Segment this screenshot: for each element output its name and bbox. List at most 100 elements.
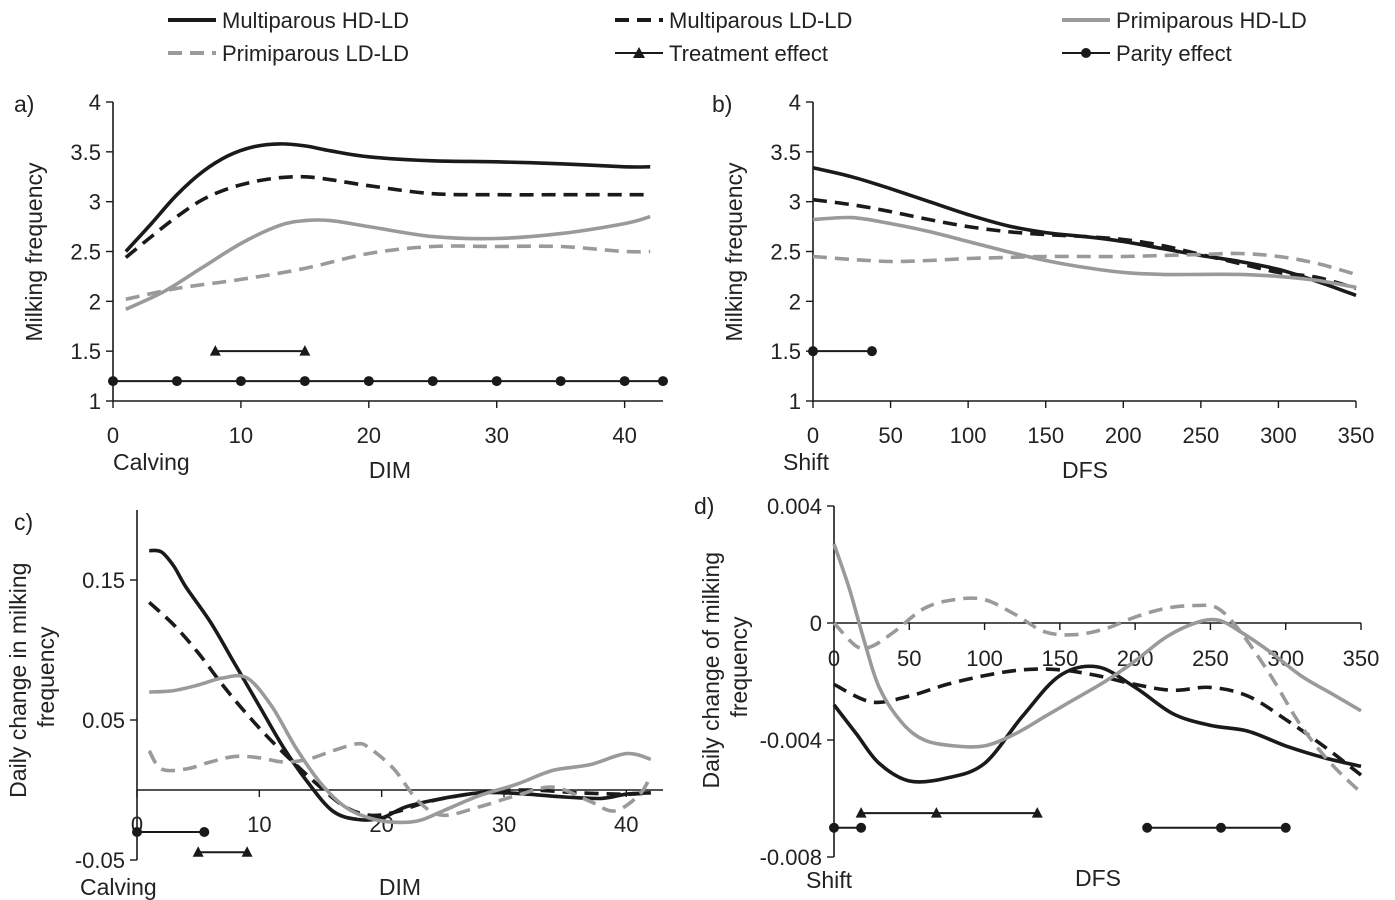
legend-circle-marker [1081,48,1091,58]
panel-d-series-multiparous-hd-ld [832,664,1362,784]
panel-c-series-primiparous-hd-ld [149,673,652,825]
legend-item-5: Treatment effect [615,41,828,66]
panel-a-label: a) [14,91,34,117]
panel-c-y-tick-label: -0.05 [75,848,125,873]
panel-b-y-axis-title: Milking frequency [721,162,747,341]
legend-item-1: Multiparous HD-LD [168,8,409,33]
panel-a-y-tick-label: 2.5 [70,240,101,265]
panel-b-x-tick-label: 0 [807,423,819,448]
panel-b-x-tick-label: 200 [1105,423,1142,448]
panel-b-x-tick-label: 250 [1182,423,1219,448]
panel-b-y-tick-label: 1.5 [770,339,801,364]
panel-d-parity-marker [1215,822,1226,833]
panel-a-x-axis-title: DIM [369,457,411,483]
panel-d-y-tick-label: 0.004 [767,494,822,519]
panel-a-treatment-marker [209,345,221,356]
panel-a-y-tick-label: 1.5 [70,339,101,364]
panel-a-origin-label: Calving [113,449,190,475]
panel-c-series-multiparous-hd-ld [149,548,651,822]
panel-d-x-tick-label: 50 [897,646,921,671]
panel-c-x-tick-label: 10 [247,812,271,837]
panel-d-x-tick-label: 250 [1192,646,1229,671]
legend-label-4: Primiparous LD-LD [222,41,409,66]
panel-c-series-multiparous-ld-ld [147,601,651,818]
panel-a-parity-marker [491,376,502,387]
panel-b-x-tick-label: 150 [1027,423,1064,448]
panel-a-parity-marker [363,376,374,387]
panel-c-x-tick-label: 40 [614,812,638,837]
panel-c-parity-marker [132,827,142,837]
panel-a-y-tick-label: 3 [89,190,101,215]
panel-a-y-tick-label: 4 [89,90,101,115]
panel-d-label: d) [694,493,714,519]
panel-b-series-primiparous-ld-ld [812,251,1357,277]
panel-d-y-axis-title-line-1: Daily change of milking [698,552,724,789]
panel-d-y-tick-label: -0.004 [760,728,822,753]
panel-b-y-tick-label: 1 [789,389,801,414]
panel-a-x-tick-label: 0 [107,423,119,448]
panel-c-y-tick-label: 0.05 [82,708,125,733]
panel-c-parity-marker [199,827,210,837]
panel-b-parity-marker [808,346,818,357]
panel-d-x-tick-label: 100 [966,646,1003,671]
panel-a: a) Calving DIM Milking frequency 1 1.5 2 2.… [14,90,668,483]
panel-d-series-multiparous-ld-ld [833,667,1363,777]
panel-d-treatment-marker [855,807,867,818]
panel-b-y-tick-label: 3 [789,190,801,215]
legend-item-2: Multiparous LD-LD [615,8,852,33]
panel-c-y-axis-title: Daily change in milking frequency [5,556,59,798]
panel-d-x-tick-label: 150 [1041,646,1078,671]
panel-a-parity-marker [658,376,668,387]
panel-c: c) Calving DIM Daily change in milking f… [5,509,663,900]
panel-d-y-axis-title-line-2: frequency [726,616,752,718]
panel-a-parity-marker [235,376,246,387]
legend-item-3: Primiparous HD-LD [1062,8,1307,33]
panel-d-parity-marker [1280,822,1291,833]
panel-c-series-primiparous-ld-ld [147,741,653,818]
panel-d-y-tick-label: 0 [810,611,822,636]
panel-a-parity-marker [171,376,182,387]
panel-c-treatment-marker [192,846,204,857]
legend-label-2: Multiparous LD-LD [669,8,852,33]
legend-triangle-marker [633,47,645,58]
panel-b-origin-label: Shift [783,449,830,475]
panel-b-y-tick-label: 3.5 [770,140,801,165]
panel-a-x-tick-label: 20 [357,423,381,448]
panel-d-series-primiparous-hd-ld [832,543,1362,749]
panel-c-origin-label: Calving [80,874,157,900]
legend-item-4: Primiparous LD-LD [168,41,409,66]
panel-a-y-axis-title: Milking frequency [21,162,47,341]
panel-a-parity-marker [427,376,438,387]
panel-d-x-tick-label: 0 [828,646,840,671]
panel-c-treatment-marker [241,846,253,857]
panel-d: d) Shift DFS Daily change of milking fre… [694,493,1379,893]
panel-c-y-axis-title-line-1: Daily change in milking [5,563,31,798]
panel-a-parity-marker [299,376,310,387]
panel-b-y-tick-label: 2.5 [770,240,801,265]
legend-label-3: Primiparous HD-LD [1116,8,1307,33]
panel-b-x-axis-title: DFS [1062,457,1108,483]
panel-d-x-axis-title: DFS [1075,865,1121,891]
panel-b-y-tick-label: 2 [789,289,801,314]
panel-a-treatment-marker [299,345,311,356]
panel-d-origin-label: Shift [806,867,853,893]
panel-a-x-tick-label: 10 [229,423,253,448]
panel-a-series-multiparous-hd-ld [124,142,651,253]
panel-b-parity-marker [866,346,877,357]
panel-c-y-tick-label: 0.15 [82,568,125,593]
panel-d-series-primiparous-ld-ld [832,596,1363,794]
panel-d-treatment-marker [930,807,942,818]
panel-a-series-primiparous-hd-ld [125,214,651,311]
panel-a-parity-marker [619,376,630,387]
panel-a-parity-marker [108,376,118,387]
panel-c-x-tick-label: 30 [492,812,516,837]
legend-label-5: Treatment effect [669,41,828,66]
panel-d-x-tick-label: 300 [1267,646,1304,671]
legend-label-1: Multiparous HD-LD [222,8,409,33]
panel-d-parity-marker [856,822,867,833]
panel-c-y-axis-title-line-2: frequency [33,626,59,728]
panel-d-parity-marker [1142,822,1153,833]
panel-a-x-tick-label: 30 [484,423,508,448]
panel-c-label: c) [14,509,33,535]
